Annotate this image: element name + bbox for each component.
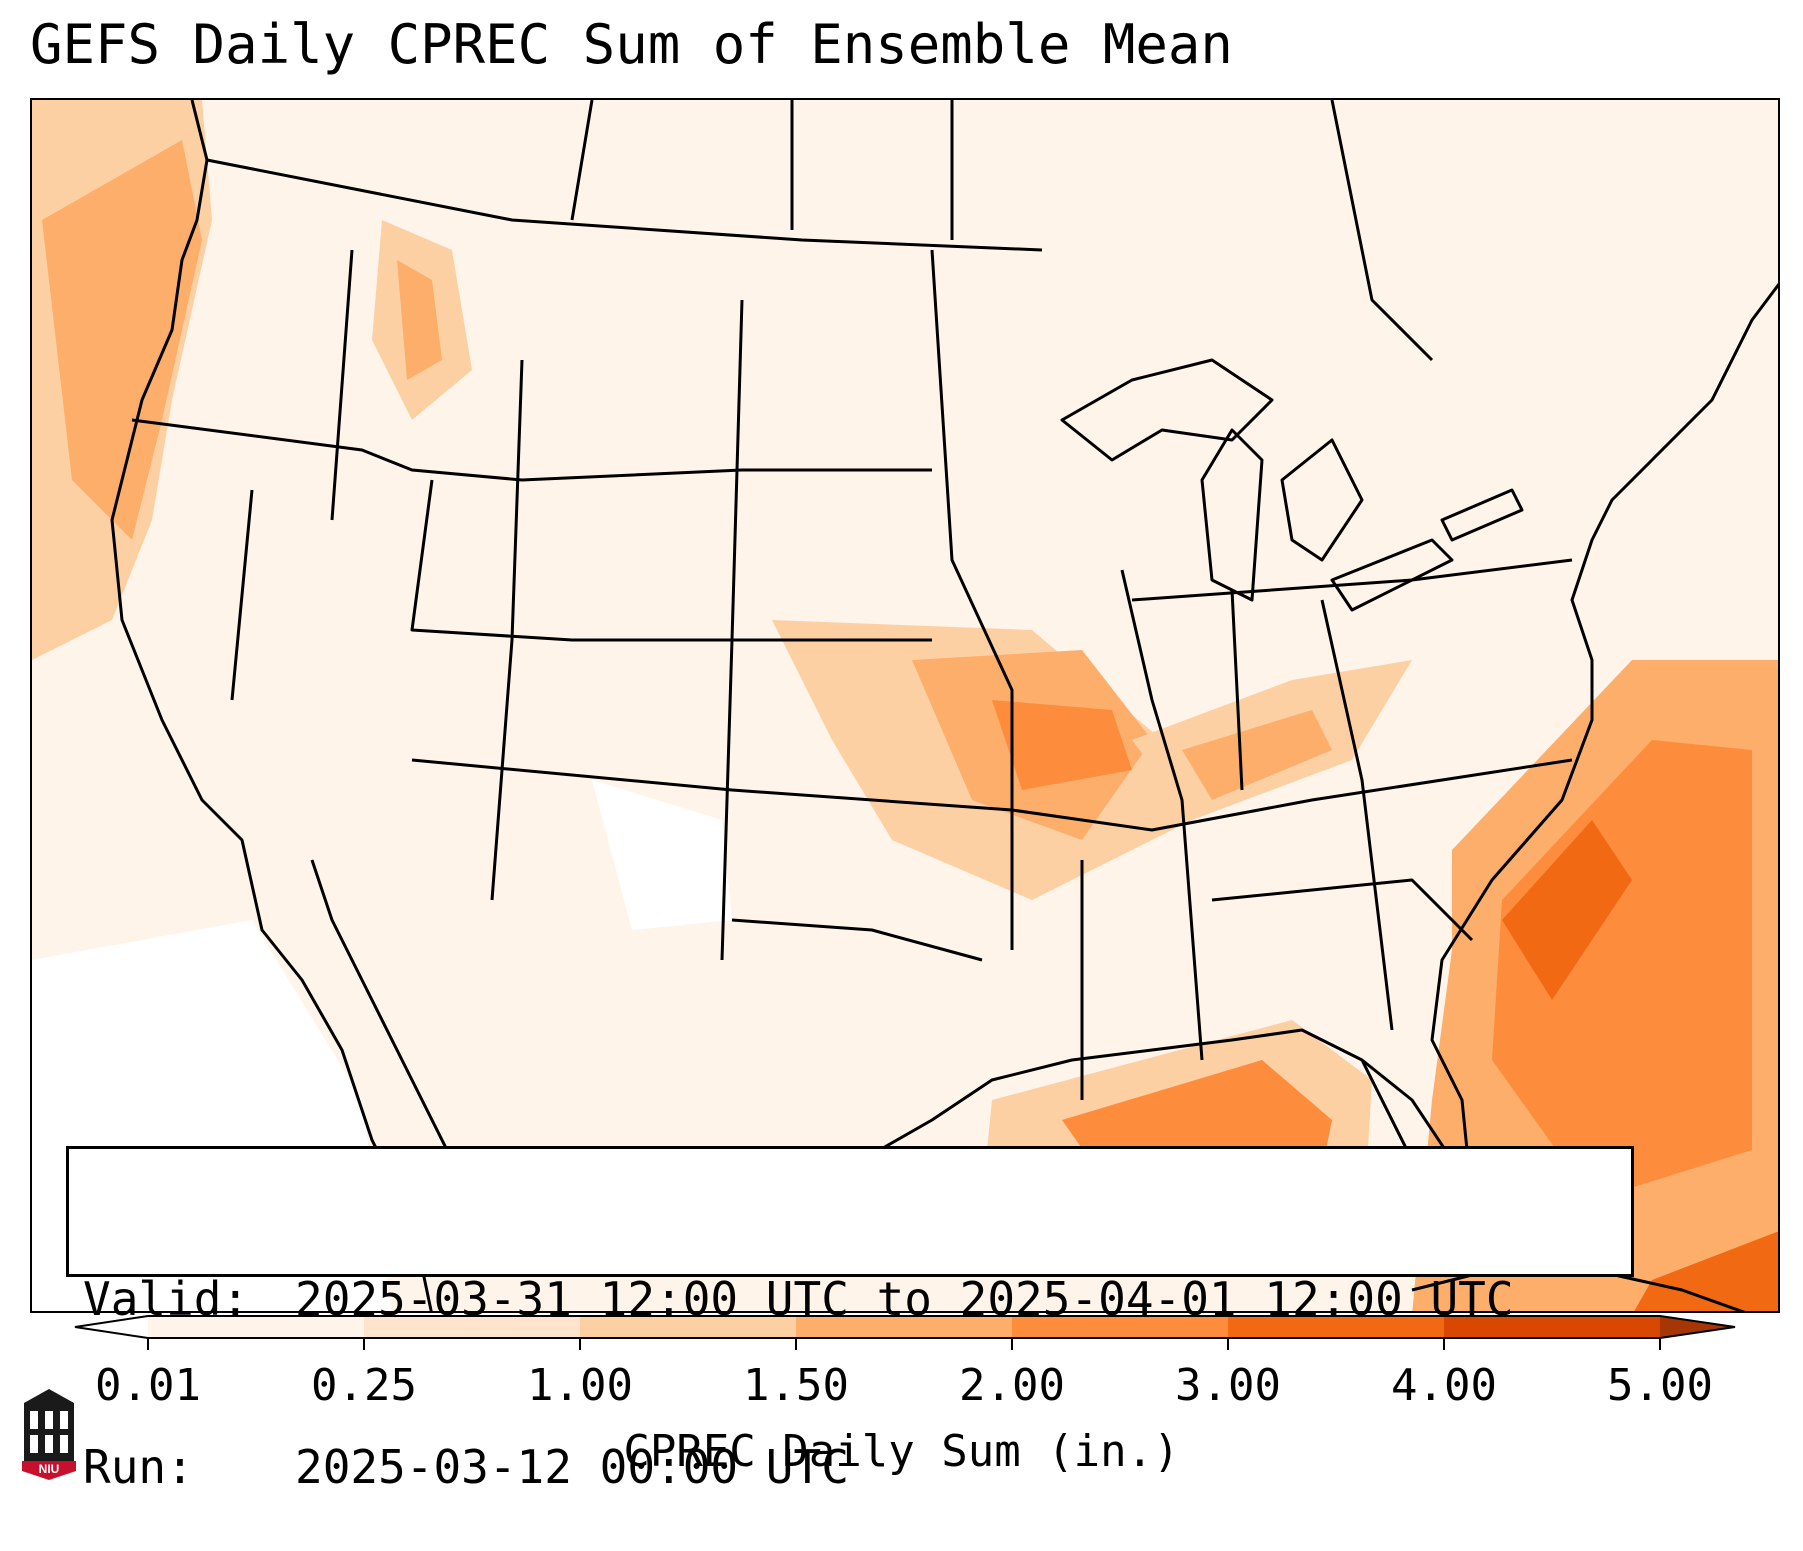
map-canvas — [32, 100, 1778, 1311]
colorbar-segment — [1228, 1316, 1444, 1338]
colorbar-segment — [1012, 1316, 1228, 1338]
run-info-box: Valid: 2025-03-31 12:00 UTC to 2025-04-01… — [66, 1146, 1634, 1494]
colorbar-segment — [580, 1316, 796, 1338]
colorbar-tick-label: 5.00 — [1607, 1360, 1713, 1411]
colorbar-tick-label: 3.00 — [1175, 1360, 1281, 1411]
colorbar-segment — [796, 1316, 1012, 1338]
run-label: Run: — [83, 1440, 194, 1494]
colorbar-segment — [364, 1316, 580, 1338]
colorbar-segment — [148, 1316, 364, 1338]
svg-text:NIU: NIU — [39, 1462, 60, 1476]
run-value: 2025-03-12 00:00 UTC — [295, 1440, 849, 1494]
run-row: Run: 2025-03-12 00:00 UTC — [83, 1439, 1617, 1495]
colorbar-extend-min — [75, 1316, 148, 1338]
colorbar-tick-label: 0.01 — [95, 1360, 201, 1411]
colorbar-extend-max — [1660, 1316, 1735, 1338]
colorbar-tick-label: 2.00 — [959, 1360, 1065, 1411]
niu-logo-icon: NIU — [22, 1389, 76, 1480]
colorbar — [74, 1315, 1736, 1350]
colorbar-tick-label: 0.25 — [311, 1360, 417, 1411]
colorbar-segment — [1444, 1316, 1660, 1338]
colorbar-label: CPREC Daily Sum (in.) — [623, 1426, 1180, 1477]
map-title: GEFS Daily CPREC Sum of Ensemble Mean — [30, 13, 1233, 76]
colorbar-tick-label: 4.00 — [1391, 1360, 1497, 1411]
precip-map — [30, 98, 1780, 1313]
colorbar-tick-label: 1.00 — [527, 1360, 633, 1411]
colorbar-tick-label: 1.50 — [743, 1360, 849, 1411]
